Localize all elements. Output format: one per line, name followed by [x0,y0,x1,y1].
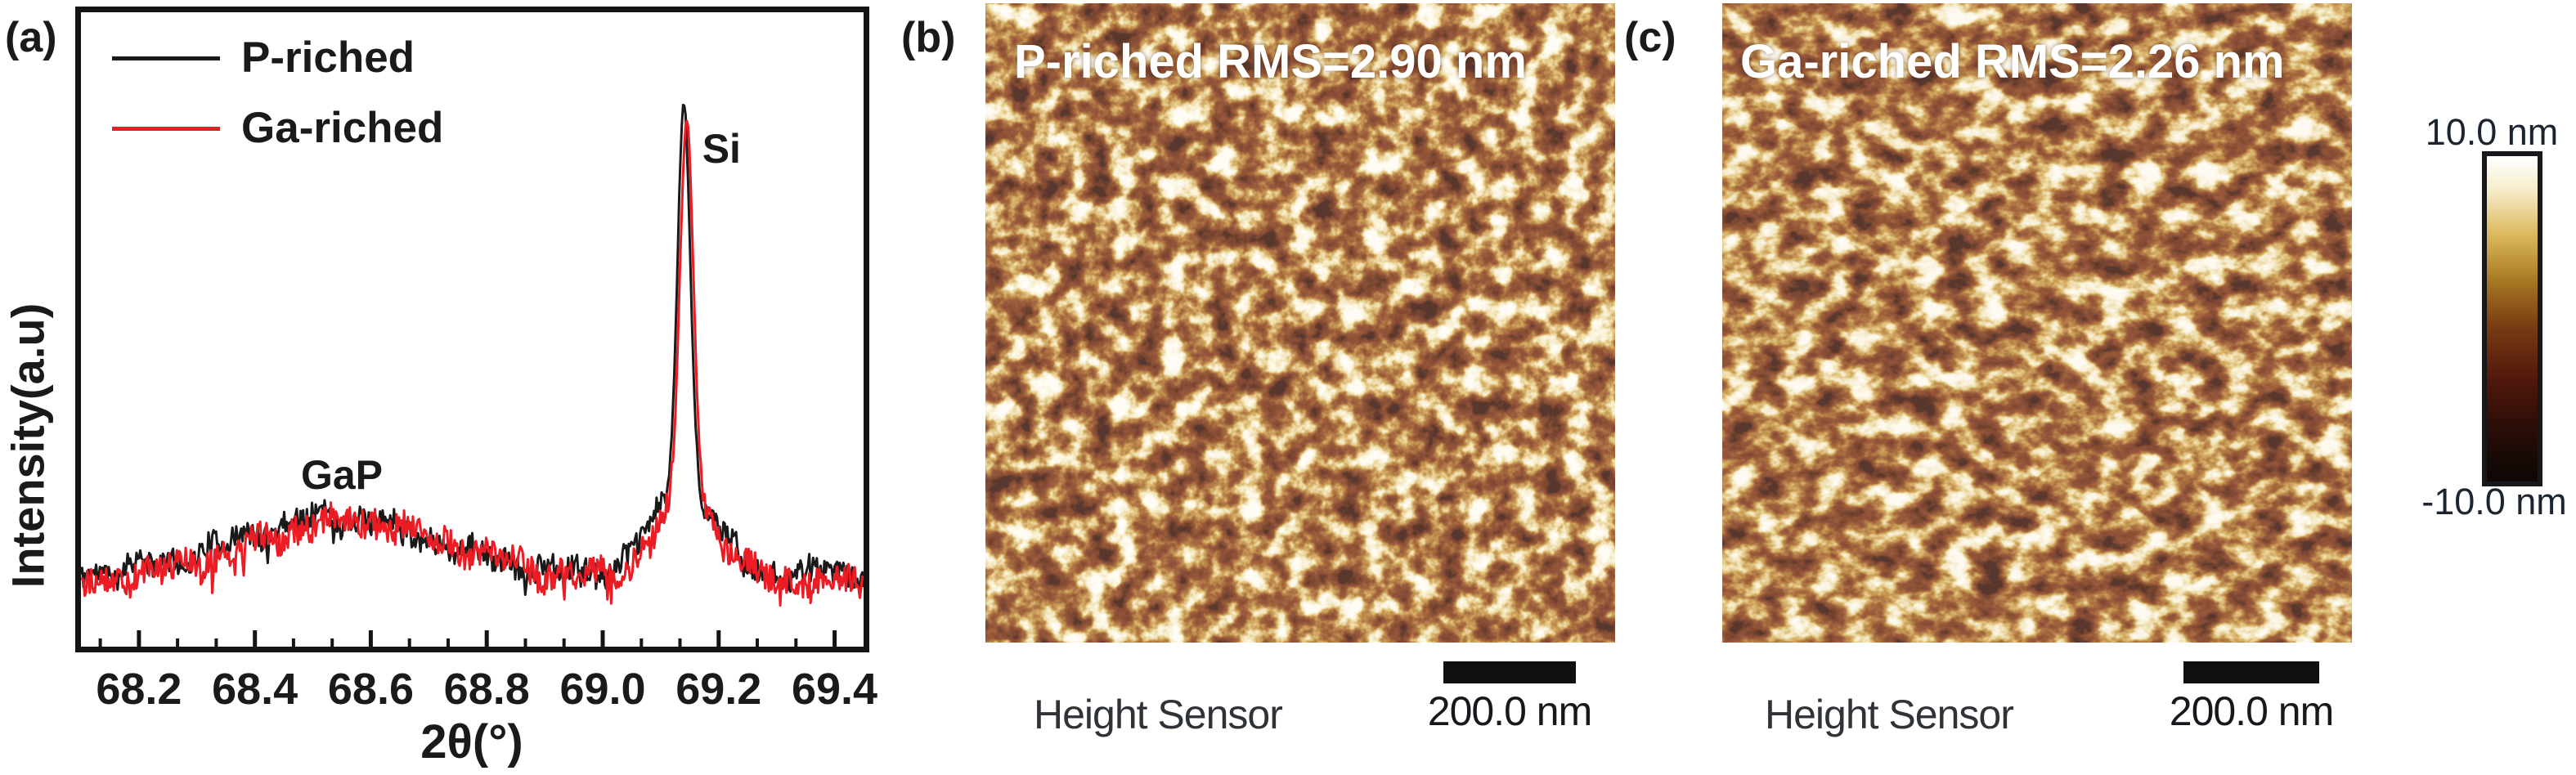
annotation-gap: GaP [300,452,384,499]
x-tick-label: 68.8 [443,665,530,714]
legend-label-p-riched: P-riched [241,34,415,82]
panel-a-label: (a) [5,14,57,61]
afm-texture-p-riched [985,3,1615,643]
afm-texture-ga-riched [1722,3,2352,643]
afm-rms-label-p-riched: P-riched RMS=2.90 nm [1014,35,1527,88]
scale-bar-text-b: 200.0 nm [1427,688,1592,734]
legend-item-ga-riched: Ga-riched [112,102,443,155]
xrd-curve-p-riched [81,103,864,596]
colorbar-min-label: -10.0 nm [2421,481,2567,522]
panel-b-label: (b) [901,14,956,61]
legend-item-p-riched: P-riched [112,32,443,84]
colorbar-max-label: 10.0 nm [2425,111,2559,153]
height-sensor-label-b: Height Sensor [1034,692,1283,737]
y-axis-title: Intensity(a.u) [2,302,54,589]
x-tick-label: 69.2 [675,665,762,714]
legend-swatch-ga-riched [112,126,220,131]
chart-legend: P-riched Ga-riched [112,32,443,172]
x-tick-label: 68.6 [327,665,414,714]
annotation-si: Si [702,125,741,172]
scale-bar-text-c: 200.0 nm [2169,688,2334,734]
scale-bar-b [1443,661,1576,683]
colorbar-frame [2482,151,2542,486]
scale-bar-c [2183,661,2319,683]
xrd-curves [81,103,864,647]
afm-rms-label-ga-riched: Ga-riched RMS=2.26 nm [1740,35,2285,88]
x-tick-label: 69.4 [791,665,878,714]
afm-image-ga-riched [1722,3,2352,643]
x-axis-title: 2θ(°) [420,715,523,768]
x-tick-label: 69.0 [559,665,646,714]
x-tick-label: 68.4 [212,665,298,714]
xrd-curve-ga-riched [81,119,864,607]
legend-swatch-p-riched [112,56,220,60]
legend-label-ga-riched: Ga-riched [241,104,444,152]
xrd-plot-area: P-riched Ga-riched [75,7,869,652]
panel-c-label: (c) [1624,14,1676,61]
x-tick-label: 68.2 [96,665,182,714]
colorbar-gradient [2487,156,2538,482]
afm-image-p-riched [985,3,1615,643]
height-sensor-label-c: Height Sensor [1765,692,2014,737]
